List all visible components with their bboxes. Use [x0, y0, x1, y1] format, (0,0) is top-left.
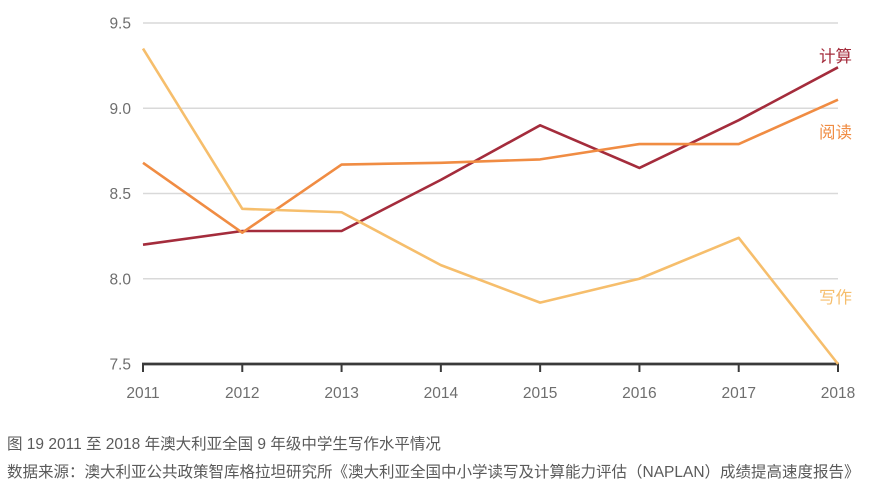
x-tick-label: 2017 — [721, 385, 755, 402]
series-line-numeracy — [142, 66, 839, 246]
y-tick-label: 9.0 — [109, 101, 131, 118]
y-tick-label: 8.0 — [109, 271, 131, 288]
x-tick-label: 2012 — [225, 385, 259, 402]
x-tick-label: 2015 — [523, 385, 557, 402]
x-tick-label: 2011 — [126, 385, 159, 402]
x-tick-label: 2016 — [622, 385, 656, 402]
y-tick-label: 9.5 — [109, 16, 131, 33]
caption-block: 图 19 2011 至 2018 年澳大利亚全国 9 年级中学生写作水平情况 数… — [7, 431, 879, 487]
series-label-numeracy: 计算 — [819, 47, 852, 66]
figure-source: 数据来源：澳大利亚公共政策智库格拉坦研究所《澳大利亚全国中小学读写及计算能力评估… — [7, 464, 860, 481]
series-line-writing — [141, 47, 840, 365]
series-label-reading: 阅读 — [819, 123, 852, 142]
chart-canvas: 9.5 9.0 8.5 8.0 7.5 2011 2012 2013 2014 2015 2016 2… — [109, 16, 855, 403]
y-tick-label: 8.5 — [109, 186, 131, 203]
series-line-reading — [142, 98, 839, 235]
x-tick-label: 2014 — [424, 385, 459, 402]
x-tick-label: 2018 — [821, 385, 855, 402]
figure-caption: 图 19 2011 至 2018 年澳大利亚全国 9 年级中学生写作水平情况 — [7, 436, 441, 453]
x-tick-label: 2013 — [324, 385, 358, 402]
line-chart: 9.5 9.0 8.5 8.0 7.5 2011 2012 2013 2014 2015 2016 2… — [109, 16, 855, 403]
series-label-writing: 写作 — [819, 288, 852, 307]
y-tick-label: 7.5 — [109, 357, 131, 374]
